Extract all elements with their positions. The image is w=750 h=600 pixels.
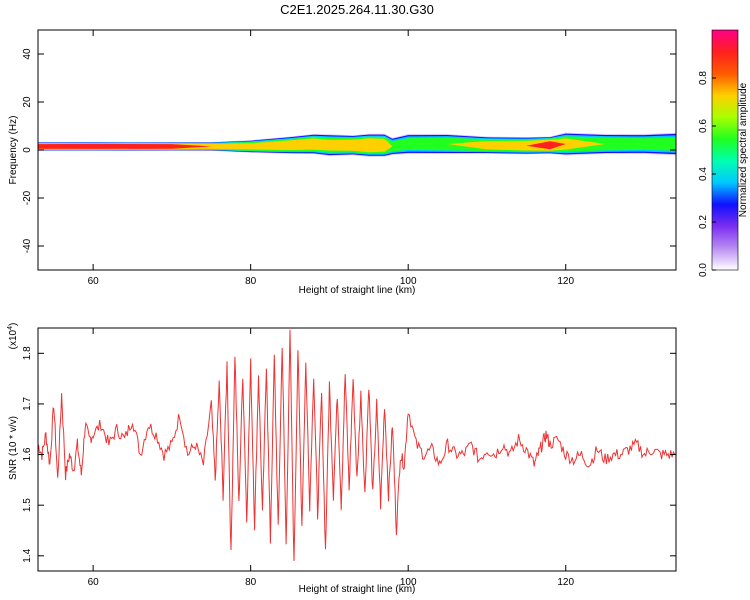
colorbar-tick-label: 0.2: [698, 215, 709, 229]
snr-x-tick-label: 60: [88, 577, 100, 588]
snr-x-label: Height of straight line (km): [299, 584, 416, 595]
colorbar-tick-label: 0.8: [698, 71, 709, 85]
snr-y-tick-label: 1.7: [22, 397, 33, 411]
spectrogram-level-5: [38, 141, 676, 150]
snr-series-line: [38, 329, 676, 562]
snr-x-tick-label: 100: [400, 577, 417, 588]
snr-y-axis: 1.4 1.5 1.6 1.7 1.8: [22, 346, 676, 563]
colorbar-ticks: 0.0 0.2 0.4 0.6 0.8: [698, 71, 716, 277]
spectrogram-y-tick-label: -20: [22, 190, 33, 205]
spectrogram-y-label: Frequency (Hz): [8, 116, 19, 185]
spectrogram-y-axis: 40 20 0 -20 -40: [22, 48, 676, 253]
spectrogram-x-axis: 60 80 100 120: [88, 30, 575, 287]
snr-x-tick-label: 120: [557, 577, 574, 588]
colorbar-label: Normalized spectral amplitude: [738, 82, 749, 217]
spectrogram-x-label: Height of straight line (km): [299, 285, 416, 296]
snr-y-tick-label: 1.4: [22, 548, 33, 562]
spectrogram-x-tick-label: 60: [88, 276, 100, 287]
colorbar-gradient: [711, 29, 739, 271]
snr-plot-area: [38, 328, 676, 571]
spectrogram-band: [38, 132, 676, 157]
snr-y-label: SNR (10 * v/v): [8, 416, 19, 480]
colorbar: 0.0 0.2 0.4 0.6 0.8 Normalized spectral ampl…: [698, 29, 749, 277]
snr-panel: 60 80 100 120 1.4 1.5 1.6 1.7 1.8 Height of str…: [7, 323, 677, 595]
snr-y-tick-label: 1.5: [22, 498, 33, 512]
snr-exponent-label: (x104): [7, 323, 19, 350]
spectrogram-panel: 60 80 100 120 40 20 0 -20 -40 Height of straigh…: [8, 29, 677, 296]
spectrogram-y-tick-label: 40: [22, 48, 33, 60]
spectrogram-y-tick-label: 20: [22, 96, 33, 108]
figure-title: C2E1.2025.264.11.30.G30: [280, 2, 434, 17]
snr-y-tick-label: 1.8: [22, 346, 33, 360]
colorbar-tick-label: 0.0: [698, 263, 709, 277]
spectrogram-x-tick-label: 120: [557, 276, 574, 287]
spectrogram-y-tick-label: 0: [22, 147, 33, 153]
spectrogram-x-tick-label: 100: [400, 276, 417, 287]
snr-y-tick-label: 1.6: [22, 447, 33, 461]
colorbar-tick-label: 0.6: [698, 119, 709, 133]
spectrogram-level-4: [38, 138, 676, 153]
snr-x-tick-label: 80: [245, 577, 257, 588]
colorbar-tick-label: 0.4: [698, 167, 709, 181]
snr-x-axis: 60 80 100 120: [88, 328, 575, 588]
snr-frame: [37, 327, 677, 572]
spectrogram-y-tick-label: -40: [22, 238, 33, 253]
spectrogram-x-tick-label: 80: [245, 276, 257, 287]
